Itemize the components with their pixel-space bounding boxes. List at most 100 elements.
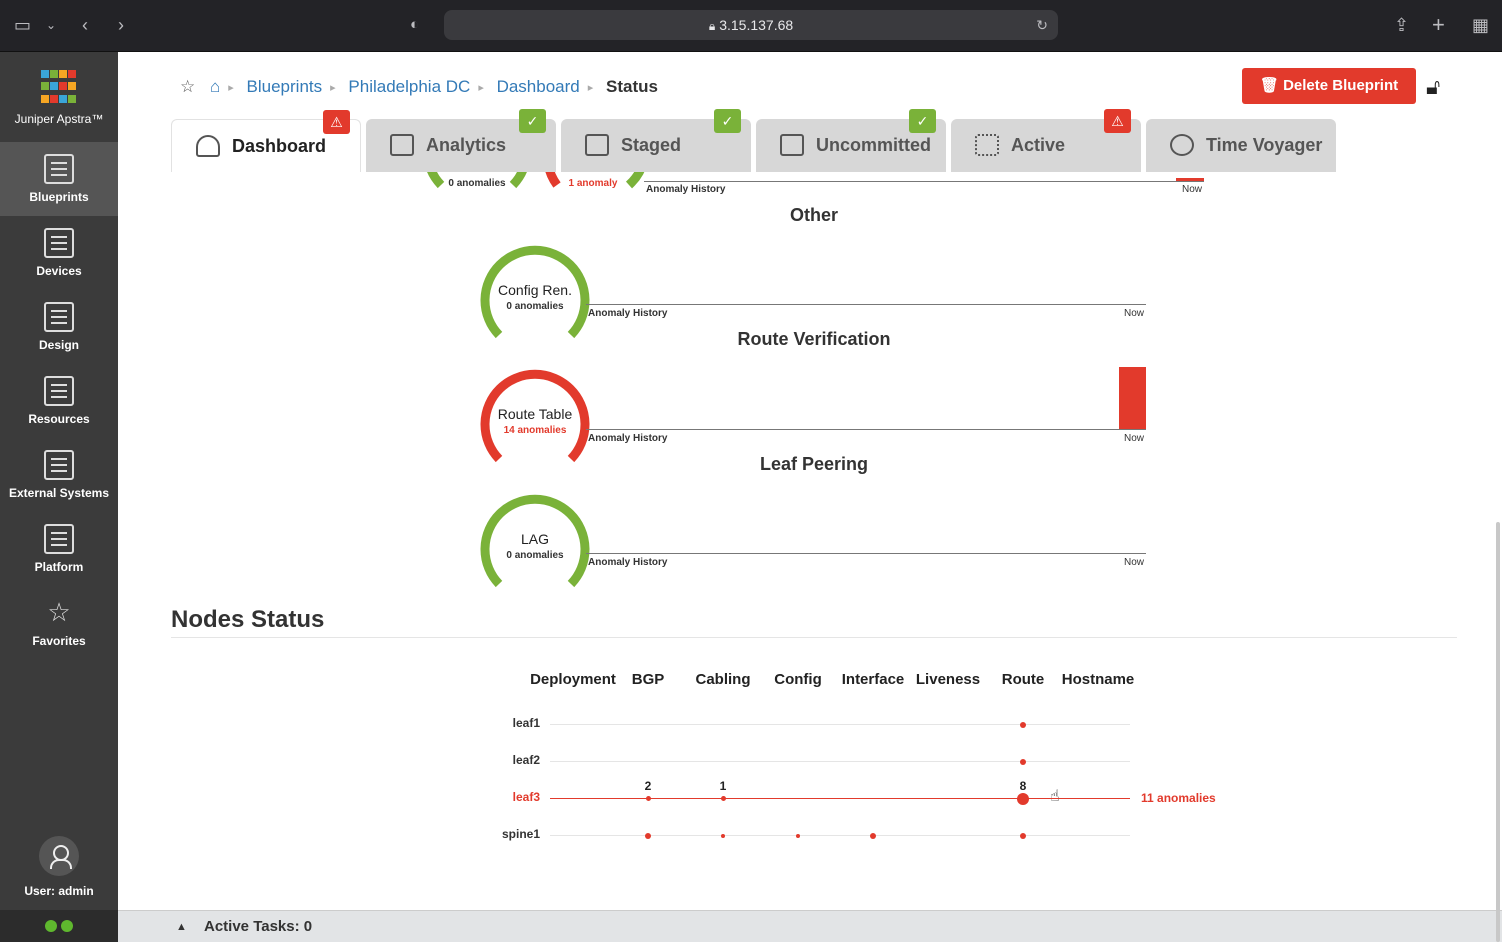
active-tasks-bar[interactable]: ▲ Active Tasks: 0: [118, 910, 1502, 942]
gauge-route-table[interactable]: Route Table 14 anomalies: [480, 368, 590, 478]
share-icon[interactable]: ⇪: [1394, 15, 1410, 35]
chevron-down-icon[interactable]: ⌄: [46, 18, 57, 32]
browser-toolbar: ▭ ⌄ ‹ › ◐ 🔒︎ 3.15.137.68 ↻ ⇪ + ▦: [0, 0, 1502, 52]
gauge-name: LAG: [520, 531, 549, 547]
ok-badge-icon: ✓: [519, 109, 546, 133]
anomaly-dot-spine1-cabling[interactable]: [721, 833, 725, 838]
node-row-line: [550, 761, 1130, 762]
breadcrumb-philadelphia-dc[interactable]: Philadelphia DC: [348, 77, 471, 96]
leaf3-anomaly-summary[interactable]: 11 anomalies: [1141, 791, 1216, 805]
tab-staged[interactable]: Staged ✓: [561, 109, 751, 172]
anomaly-dot-spine1-route[interactable]: [1020, 832, 1026, 839]
anomaly-history-label: Anomaly History: [588, 433, 668, 444]
app-sidebar: Juniper Apstra™ Blueprints Devices Desig…: [0, 52, 118, 942]
node-row-line: [550, 835, 1130, 836]
caret-up-icon[interactable]: ▲: [176, 921, 187, 933]
column-header-cabling: Cabling: [695, 671, 751, 688]
new-tab-icon[interactable]: +: [1432, 12, 1445, 37]
node-label-leaf3[interactable]: leaf3: [512, 790, 540, 804]
nodes-status-title: Nodes Status: [171, 606, 325, 633]
node-label-leaf2[interactable]: leaf2: [512, 753, 540, 767]
section-title-other: Other: [789, 205, 838, 225]
delete-blueprint-button[interactable]: 🗑︎ Delete Blueprint: [1242, 68, 1416, 104]
sidebar-item-label: Devices: [36, 264, 82, 278]
tab-dashboard[interactable]: Dashboard ⚠: [171, 110, 361, 172]
anomaly-dot-leaf3-cabling[interactable]: [720, 796, 726, 801]
anomaly-history-bar[interactable]: [1119, 367, 1146, 429]
design-icon: [44, 302, 74, 332]
tab-time-voyager[interactable]: Time Voyager: [1146, 119, 1336, 172]
trash-icon: 🗑︎: [1259, 77, 1284, 94]
anomaly-history-line: [586, 304, 1146, 305]
tab-label: Dashboard: [232, 136, 327, 156]
avatar: [39, 836, 79, 876]
anomaly-dot-leaf3-bgp[interactable]: [645, 796, 651, 801]
anomaly-dot-spine1-interface[interactable]: [870, 832, 876, 839]
breadcrumb-separator-icon: ▸: [228, 81, 234, 94]
staged-icon: [585, 134, 609, 156]
sidebar-item-devices[interactable]: Devices: [0, 216, 118, 290]
shield-icon[interactable]: ◐: [410, 16, 420, 33]
devices-icon: [44, 228, 74, 258]
tab-overview-icon[interactable]: ▦: [1472, 15, 1490, 35]
now-label: Now: [1124, 433, 1145, 444]
sidebar-item-favorites[interactable]: ☆ Favorites: [0, 586, 118, 660]
unlock-icon[interactable]: 🔓︎: [1426, 74, 1441, 99]
favorite-star-icon[interactable]: ☆: [180, 77, 196, 96]
anomaly-dot-spine1-config[interactable]: [796, 833, 800, 838]
scrollbar[interactable]: [1496, 522, 1500, 942]
reload-icon[interactable]: ↻: [1036, 17, 1048, 33]
sidebar-item-label: Blueprints: [29, 190, 89, 204]
gauge-name: Config Ren.: [498, 282, 572, 298]
sidebar-item-label: Design: [38, 338, 79, 352]
blueprint-header: ☆ ⌂ ▸ Blueprints ▸ Philadelphia DC ▸ Dashbo…: [118, 52, 1502, 172]
column-header-bgp: BGP: [631, 671, 665, 688]
home-icon[interactable]: ⌂: [209, 77, 221, 96]
gauge-count: 0 anomalies: [506, 301, 564, 312]
blueprints-icon: [44, 154, 74, 184]
sidebar-item-design[interactable]: Design: [0, 290, 118, 364]
gauge-lag[interactable]: LAG 0 anomalies: [480, 493, 590, 603]
platform-icon: [44, 524, 74, 554]
breadcrumb-dashboard[interactable]: Dashboard: [496, 77, 580, 96]
node-label-leaf1[interactable]: leaf1: [512, 716, 540, 730]
sidebar-item-resources[interactable]: Resources: [0, 364, 118, 438]
sidebar-toggle-icon[interactable]: ▭: [14, 15, 32, 35]
breadcrumb-separator-icon: ▸: [478, 81, 484, 94]
active-icon: [975, 134, 999, 156]
sidebar-item-label: Resources: [28, 412, 90, 426]
anomaly-dot-spine1-bgp[interactable]: [645, 832, 651, 839]
back-icon[interactable]: ‹: [82, 15, 88, 35]
brand[interactable]: Juniper Apstra™: [0, 52, 118, 142]
tab-label: Active: [1011, 135, 1066, 155]
column-header-hostname: Hostname: [1061, 671, 1135, 688]
dashboard-content: 0 anomalies 1 anomaly Anomaly History No…: [118, 94, 1502, 910]
gauge-config-rendering[interactable]: Config Ren. 0 anomalies: [480, 244, 590, 354]
sidebar-item-platform[interactable]: Platform: [0, 512, 118, 586]
section-title-route-verification: Route Verification: [737, 329, 891, 349]
active-tasks-label: Active Tasks: 0: [204, 918, 313, 935]
now-label: Now: [1124, 557, 1145, 568]
sidebar-item-blueprints[interactable]: Blueprints: [0, 142, 118, 216]
address-bar[interactable]: 🔒︎ 3.15.137.68 ↻: [444, 10, 1058, 40]
anomaly-dot-leaf1-route[interactable]: [1020, 721, 1026, 728]
node-row-line: [550, 798, 1130, 799]
gauge-count: 0 anomalies: [448, 178, 506, 189]
tab-uncommitted[interactable]: Uncommitted ✓: [756, 109, 946, 172]
anomaly-dot-leaf3-route[interactable]: [1017, 792, 1029, 805]
node-label-spine1[interactable]: spine1: [501, 827, 540, 841]
column-header-liveness: Liveness: [915, 671, 981, 688]
user-menu[interactable]: User: admin: [0, 836, 118, 898]
anomaly-history-line: [586, 429, 1146, 430]
external-systems-icon: [44, 450, 74, 480]
resources-icon: [44, 376, 74, 406]
tab-analytics[interactable]: Analytics ✓: [366, 109, 556, 172]
sidebar-item-external-systems[interactable]: External Systems: [0, 438, 118, 512]
anomaly-dot-leaf2-route[interactable]: [1020, 758, 1026, 765]
breadcrumb-blueprints[interactable]: Blueprints: [246, 77, 323, 96]
breadcrumb-separator-icon: ▸: [330, 81, 336, 94]
tab-label: Time Voyager: [1206, 135, 1323, 155]
forward-icon[interactable]: ›: [118, 15, 124, 35]
anomaly-history-bar: [1176, 178, 1204, 181]
tab-active[interactable]: Active ⚠: [951, 109, 1141, 172]
